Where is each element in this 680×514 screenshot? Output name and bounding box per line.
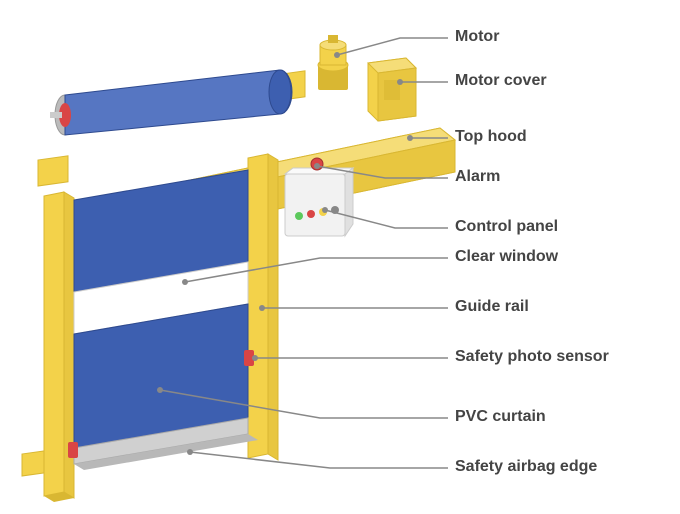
door-illustration xyxy=(0,0,680,514)
label-control-panel: Control panel xyxy=(455,218,558,236)
label-top-hood: Top hood xyxy=(455,128,527,146)
label-airbag: Safety airbag edge xyxy=(455,458,597,476)
label-guide-rail: Guide rail xyxy=(455,298,529,316)
label-motor: Motor xyxy=(455,28,499,46)
label-pvc-curtain: PVC curtain xyxy=(455,408,546,426)
label-motor-cover: Motor cover xyxy=(455,72,547,90)
label-alarm: Alarm xyxy=(455,168,500,186)
label-clear-window: Clear window xyxy=(455,248,558,266)
label-safety-sensor: Safety photo sensor xyxy=(455,348,609,366)
diagram-canvas: Motor Motor cover Top hood Alarm Control… xyxy=(0,0,680,514)
